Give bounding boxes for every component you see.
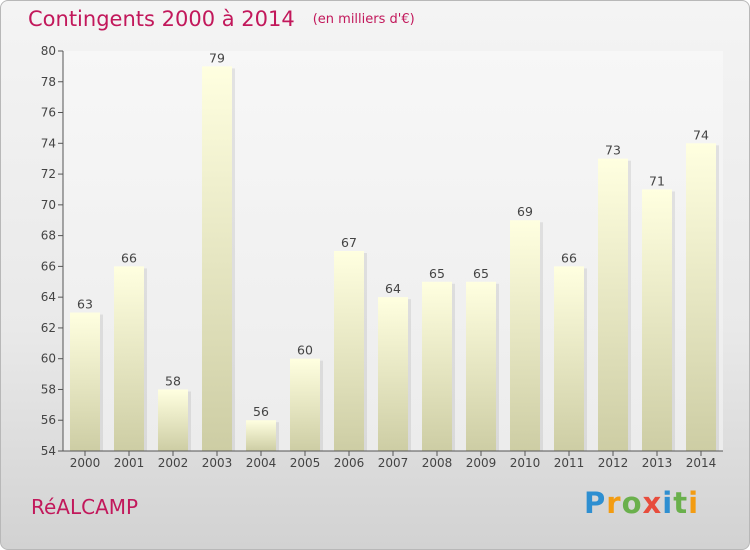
y-tick-label-80: 80 bbox=[41, 44, 56, 58]
data-label-2006: 67 bbox=[341, 235, 357, 250]
proxiti-logo[interactable]: Proxiti bbox=[584, 486, 699, 520]
axes-group: 2000 2001 2002 2003 2004 2005 2006 2007 2008 2009… bbox=[41, 44, 723, 470]
x-tick-label-2012: 2012 bbox=[598, 456, 629, 470]
logo-letter: i bbox=[688, 486, 700, 520]
y-tick-label-54: 54 bbox=[41, 444, 56, 458]
x-tick-label-2003: 2003 bbox=[202, 456, 233, 470]
y-tick-label-60: 60 bbox=[41, 352, 56, 366]
y-tick-label-64: 64 bbox=[41, 290, 56, 304]
logo-letter: P bbox=[584, 486, 607, 520]
logo-letter: r bbox=[606, 486, 622, 520]
y-tick-label-66: 66 bbox=[41, 259, 56, 273]
data-label-2010: 69 bbox=[517, 204, 533, 219]
data-label-2004: 56 bbox=[253, 404, 269, 419]
x-tick-label-2004: 2004 bbox=[246, 456, 277, 470]
y-tick-label-70: 70 bbox=[41, 198, 56, 212]
x-tick-label-2010: 2010 bbox=[510, 456, 541, 470]
bar-2011 bbox=[554, 266, 584, 451]
data-label-2014: 74 bbox=[693, 127, 709, 142]
bar-2001 bbox=[114, 266, 144, 451]
bar-2004 bbox=[246, 420, 276, 451]
data-label-2001: 66 bbox=[121, 250, 137, 265]
logo-letter: o bbox=[621, 486, 643, 520]
data-label-2003: 79 bbox=[209, 50, 225, 65]
logo-letter: i bbox=[662, 486, 674, 520]
y-tick-label-72: 72 bbox=[41, 167, 56, 181]
y-tick-label-56: 56 bbox=[41, 413, 56, 427]
data-label-2000: 63 bbox=[77, 297, 93, 312]
bar-2010 bbox=[510, 220, 540, 451]
y-tick-label-58: 58 bbox=[41, 382, 56, 396]
data-label-2009: 65 bbox=[473, 266, 489, 281]
bar-2013 bbox=[642, 189, 672, 451]
bar-2000 bbox=[70, 312, 100, 451]
chart-title: Contingents 2000 à 2014 (en milliers d'€) bbox=[28, 7, 415, 31]
x-tick-label-2014: 2014 bbox=[686, 456, 717, 470]
x-tick-label-2007: 2007 bbox=[378, 456, 409, 470]
data-label-2012: 73 bbox=[605, 143, 621, 158]
data-label-2007: 64 bbox=[385, 281, 401, 296]
bar-2005 bbox=[290, 358, 320, 451]
title-text: Contingents 2000 à 2014 bbox=[28, 7, 295, 31]
bar-2006 bbox=[334, 251, 364, 451]
title-unit: (en milliers d'€) bbox=[312, 12, 415, 27]
x-tick-label-2013: 2013 bbox=[642, 456, 673, 470]
bar-2009 bbox=[466, 281, 496, 451]
data-label-2005: 60 bbox=[297, 343, 313, 358]
bar-2012 bbox=[598, 158, 628, 451]
bar-2007 bbox=[378, 297, 408, 451]
x-tick-label-2008: 2008 bbox=[422, 456, 453, 470]
x-tick-label-2000: 2000 bbox=[70, 456, 101, 470]
logo-letter: x bbox=[642, 486, 663, 520]
bar-2008 bbox=[422, 281, 452, 451]
logo-letter: t bbox=[673, 486, 689, 520]
x-tick-label-2005: 2005 bbox=[290, 456, 321, 470]
bar-2014 bbox=[686, 143, 716, 452]
x-tick-label-2009: 2009 bbox=[466, 456, 497, 470]
bar-2003 bbox=[202, 66, 232, 451]
y-tick-label-74: 74 bbox=[41, 136, 56, 150]
x-tick-label-2002: 2002 bbox=[158, 456, 189, 470]
y-tick-label-68: 68 bbox=[41, 229, 56, 243]
x-tick-label-2001: 2001 bbox=[114, 456, 145, 470]
data-label-2013: 71 bbox=[649, 173, 665, 188]
data-label-2002: 58 bbox=[165, 373, 181, 388]
x-tick-label-2011: 2011 bbox=[554, 456, 585, 470]
bar-2002 bbox=[158, 389, 188, 451]
data-labels-group: 63 66 58 79 56 60 67 64 65 65 69 66 73 71 74 bbox=[77, 50, 709, 419]
y-tick-label-76: 76 bbox=[41, 106, 56, 120]
data-label-2011: 66 bbox=[561, 250, 577, 265]
data-label-2008: 65 bbox=[429, 266, 445, 281]
y-tick-label-78: 78 bbox=[41, 75, 56, 89]
x-tick-label-2006: 2006 bbox=[334, 456, 365, 470]
bars-group bbox=[70, 66, 719, 452]
commune-name: RéALCAMP bbox=[31, 495, 139, 519]
y-tick-label-62: 62 bbox=[41, 321, 56, 335]
